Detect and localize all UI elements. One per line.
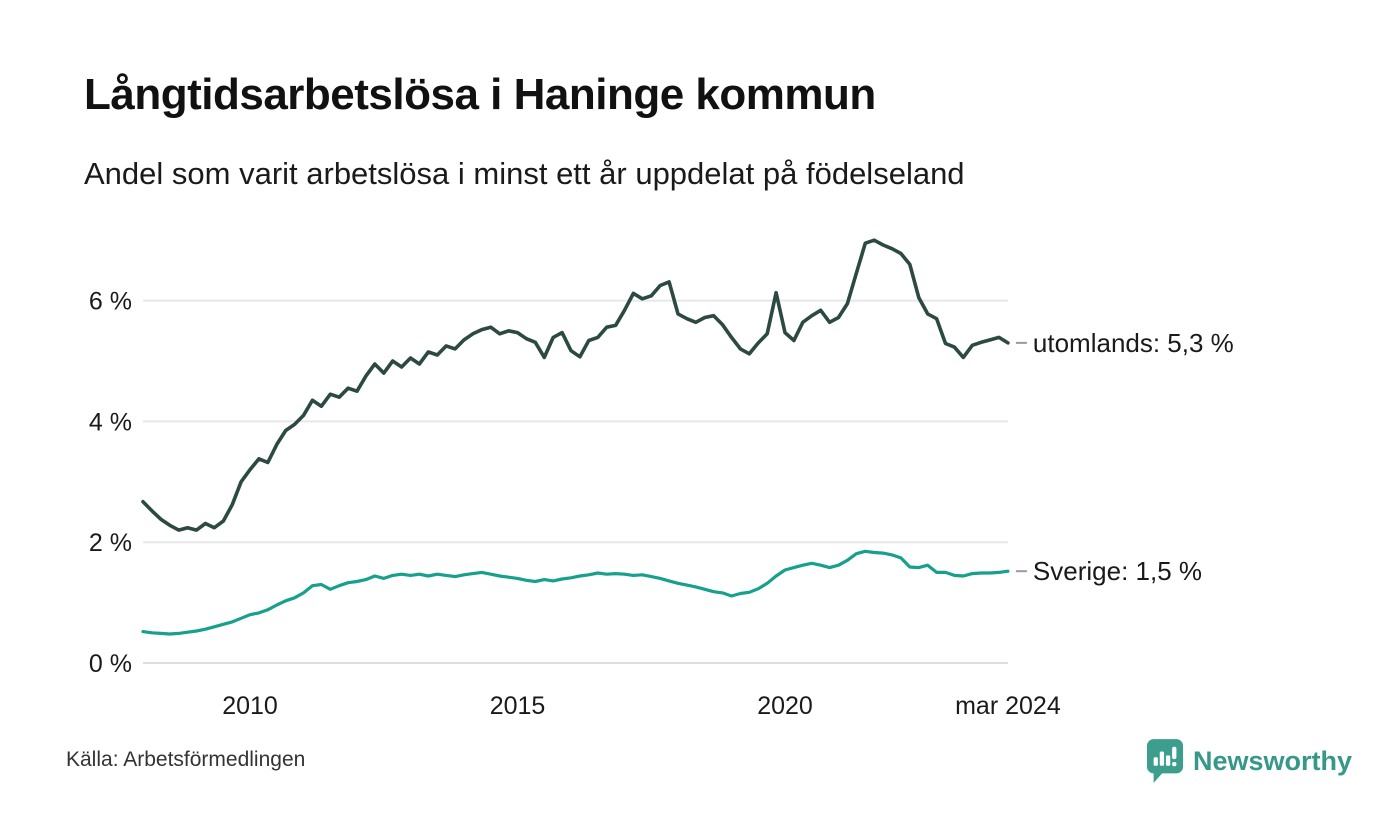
series-line-Sverige (141, 549, 1010, 636)
chart-title: Långtidsarbetslösa i Haninge kommun (84, 70, 876, 119)
y-tick-label: 4 % (89, 408, 132, 436)
x-tick-label: 2020 (757, 692, 813, 720)
x-tick-label: mar 2024 (955, 692, 1061, 720)
series-label-Sverige: Sverige: 1,5 % (1033, 556, 1202, 586)
source-note: Källa: Arbetsförmedlingen (66, 748, 306, 771)
newsworthy-logo-icon (1146, 739, 1184, 783)
newsworthy-logo-text: Newsworthy (1193, 746, 1353, 776)
series-line-utomlands (141, 238, 1010, 532)
x-tick-label: 2015 (490, 692, 546, 720)
series-label-utomlands: utomlands: 5,3 % (1033, 328, 1234, 358)
y-tick-label: 6 % (89, 288, 132, 316)
y-tick-label: 0 % (89, 650, 132, 678)
newsworthy-brand: Newsworthy (1146, 738, 1352, 785)
y-tick-label: 2 % (89, 529, 132, 557)
chart-subtitle: Andel som varit arbetslösa i minst ett å… (84, 156, 965, 191)
x-tick-label: 2010 (222, 692, 278, 720)
